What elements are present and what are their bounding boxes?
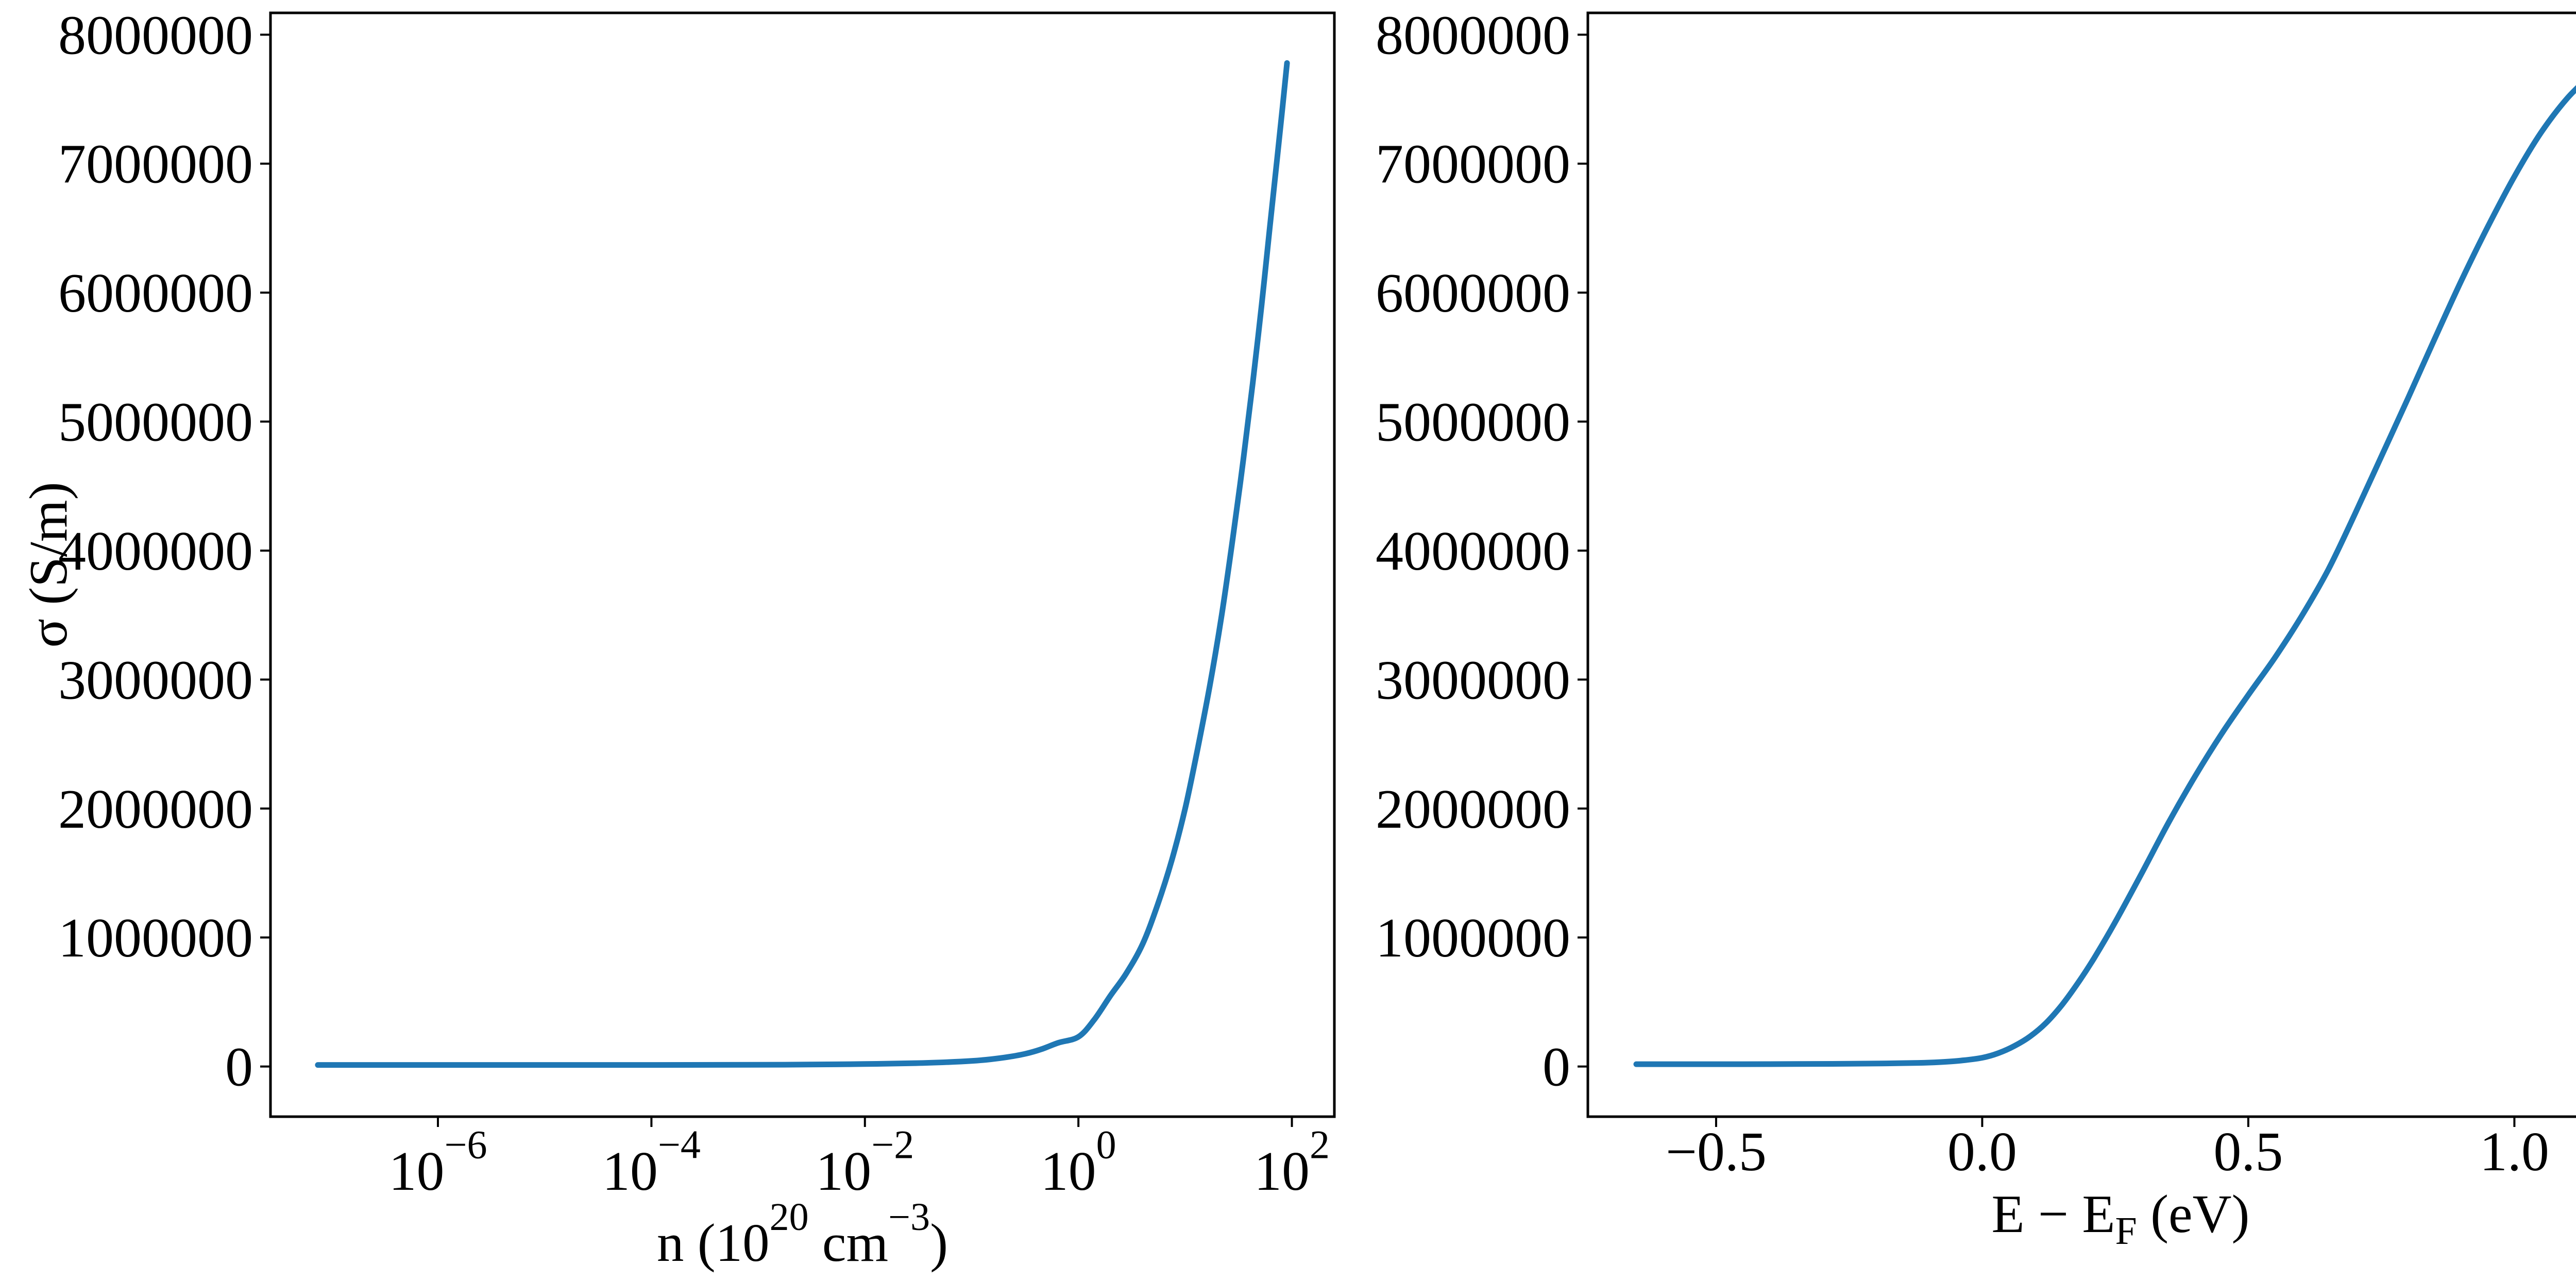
y-tick-label: 5000000	[58, 392, 253, 453]
conductivity-curve	[315, 60, 1290, 1068]
x-tick-label: 0.0	[1947, 1121, 2017, 1183]
x-axis-label: n (1020 cm−3)	[657, 1195, 948, 1273]
y-tick-label: 1000000	[1376, 908, 1570, 969]
left-axes-sigma-vs-carrier-concentration: 10−6 10−4 10−2 100 102 0 1000000 2000000 3000000…	[18, 5, 1336, 1273]
axes-spines	[1586, 11, 2576, 1118]
y-tick-label: 0	[225, 1037, 253, 1098]
x-tick-label: 10−6	[389, 1122, 487, 1202]
x-tick-label: 1.0	[2480, 1121, 2549, 1183]
y-tick-label: 6000000	[1376, 263, 1570, 324]
y-tick-label: 8000000	[58, 5, 253, 66]
y-tick-label: 8000000	[1376, 5, 1570, 66]
y-tick-label: 5000000	[1376, 392, 1570, 453]
x-tick-label: 10−2	[816, 1122, 914, 1202]
x-axis-label: E − EF (eV)	[1992, 1184, 2250, 1253]
conductivity-curve	[1633, 85, 2576, 1067]
y-tick-label: 7000000	[1376, 134, 1570, 195]
y-tick-label: 6000000	[58, 263, 253, 324]
y-axis-label-group: σ (S/m)	[18, 482, 78, 647]
y-tick-label: 3000000	[58, 649, 253, 711]
y-tick-label: 0	[1543, 1037, 1570, 1098]
y-tick-label: 2000000	[58, 779, 253, 840]
x-tick-label: 100	[1041, 1122, 1116, 1202]
y-tick-label: 3000000	[1376, 649, 1570, 711]
y-axis-label: σ (S/m)	[18, 482, 78, 647]
y-tick-label: 4000000	[58, 521, 253, 582]
y-tick-label: 4000000	[1376, 521, 1570, 582]
y-tick-label: 2000000	[1376, 779, 1570, 840]
axes-spines	[269, 11, 1336, 1118]
right-axes-sigma-vs-fermi-level: −0.5 0.0 0.5 1.0 0 1000000 2000000 3000000 40000…	[1376, 5, 2576, 1253]
y-tick-label: 7000000	[58, 134, 253, 195]
x-tick-label: −0.5	[1666, 1121, 1767, 1183]
x-tick-label: 102	[1254, 1122, 1330, 1202]
y-tick-label: 1000000	[58, 908, 253, 969]
x-tick-label: 0.5	[2213, 1121, 2283, 1183]
x-tick-label: 10−4	[602, 1122, 701, 1202]
